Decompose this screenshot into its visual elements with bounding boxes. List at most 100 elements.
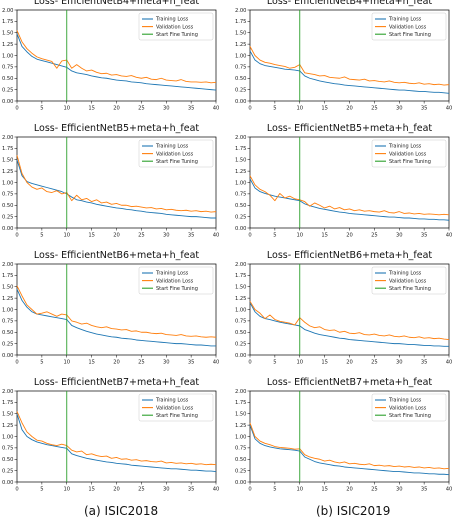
x-tick-label: 20 [113,106,120,112]
validation-loss-line [16,285,217,338]
x-tick-label: 40 [446,106,453,112]
y-tick-label: 1.50 [235,158,247,164]
x-tick-label: 0 [15,233,18,239]
validation-loss-line [249,422,450,470]
x-tick-label: 15 [321,487,328,493]
y-tick-label: 1.25 [235,296,247,302]
y-tick-label: 0.25 [2,341,14,347]
x-tick-label: 20 [346,233,353,239]
y-tick-label: 0.50 [2,457,14,463]
training-loss-line [249,50,450,94]
y-tick-label: 1.50 [235,31,247,37]
chart-3: Loss- EfficientNetB5+meta+h_feat 0.00 0.25… [2,123,219,239]
legend-label: Start Fine Tuning [156,159,198,165]
y-tick-label: 1.50 [2,285,14,291]
x-tick-label: 10 [296,360,303,366]
legend-label: Validation Loss [389,405,427,411]
training-loss-line [16,33,217,91]
y-tick-label: 1.00 [235,434,247,440]
y-tick-label: 0.75 [2,65,14,71]
y-tick-label: 0.00 [235,480,247,486]
y-tick-label: 1.25 [2,423,14,429]
y-tick-label: 0.00 [2,226,14,232]
x-tick-label: 5 [40,233,43,239]
legend-box [371,393,447,422]
legend-box [138,393,214,422]
chart-1: Loss- EfficientNetB4+meta+h_feat 0.00 0.25… [2,0,219,112]
legend-label: Training Loss [388,17,422,23]
y-tick-label: 1.25 [2,42,14,48]
x-tick-label: 5 [273,106,276,112]
x-tick-label: 30 [163,106,170,112]
legend-label: Validation Loss [389,24,427,30]
legend-label: Training Loss [388,398,422,404]
legend-label: Training Loss [388,271,422,277]
validation-loss-line [16,30,217,84]
x-tick-label: 35 [421,360,428,366]
y-tick-label: 0.00 [2,353,14,359]
chart-7: Loss- EfficientNetB7+meta+h_feat 0.00 0.25… [2,377,219,493]
y-tick-label: 1.00 [235,307,247,313]
x-tick-label: 0 [248,233,251,239]
y-tick-label: 2.00 [235,389,247,395]
y-tick-label: 1.00 [235,180,247,186]
x-tick-label: 30 [396,233,403,239]
y-tick-label: 0.25 [235,341,247,347]
x-tick-label: 25 [138,487,145,493]
y-tick-label: 0.00 [235,353,247,359]
y-tick-label: 0.75 [235,65,247,71]
chart-title: Loss- EfficientNetB4+meta+h_feat [267,0,433,7]
caption-isic2018: (a) ISIC2018 [84,504,159,518]
y-tick-label: 0.25 [235,468,247,474]
legend-label: Start Fine Tuning [389,413,431,419]
chart-title: Loss- EfficientNetB7+meta+h_feat [267,377,433,388]
x-tick-label: 20 [346,106,353,112]
x-tick-label: 15 [88,360,95,366]
x-tick-label: 15 [88,233,95,239]
x-tick-label: 10 [296,487,303,493]
y-tick-label: 0.25 [235,87,247,93]
y-tick-label: 0.00 [2,99,14,105]
x-tick-label: 40 [213,233,220,239]
x-tick-label: 0 [15,106,18,112]
validation-loss-line [16,155,217,213]
y-tick-label: 0.50 [235,330,247,336]
x-tick-label: 0 [248,360,251,366]
legend-box [371,12,447,41]
y-tick-label: 0.25 [235,214,247,220]
chart-title: Loss- EfficientNetB5+meta+h_feat [34,123,200,134]
x-tick-label: 25 [371,106,378,112]
y-tick-label: 1.00 [2,434,14,440]
y-tick-label: 0.50 [235,203,247,209]
x-tick-label: 10 [63,233,70,239]
training-loss-line [249,424,450,476]
training-loss-line [16,159,216,219]
x-tick-label: 40 [213,106,220,112]
x-tick-label: 20 [346,487,353,493]
y-tick-label: 1.50 [235,285,247,291]
x-tick-label: 30 [396,360,403,366]
legend-label: Training Loss [155,398,189,404]
x-tick-label: 30 [396,487,403,493]
x-tick-label: 25 [138,360,145,366]
x-tick-label: 40 [446,233,453,239]
y-tick-label: 0.50 [235,76,247,82]
validation-loss-line [249,301,450,340]
y-tick-label: 2.00 [235,8,247,14]
x-tick-label: 35 [188,487,195,493]
x-tick-label: 30 [163,360,170,366]
x-tick-label: 5 [273,233,276,239]
legend-box [138,266,214,295]
x-tick-label: 20 [113,233,120,239]
training-loss-line [249,302,449,347]
x-tick-label: 5 [40,360,43,366]
x-tick-label: 35 [188,106,195,112]
y-tick-label: 0.75 [235,192,247,198]
y-tick-label: 1.50 [2,412,14,418]
caption-isic2019: (b) ISIC2019 [316,504,391,518]
y-tick-label: 0.75 [2,446,14,452]
chart-6: Loss- EfficientNetB6+meta+h_feat 0.00 0.25… [235,250,452,366]
x-tick-label: 35 [188,360,195,366]
legend-label: Validation Loss [156,151,194,157]
